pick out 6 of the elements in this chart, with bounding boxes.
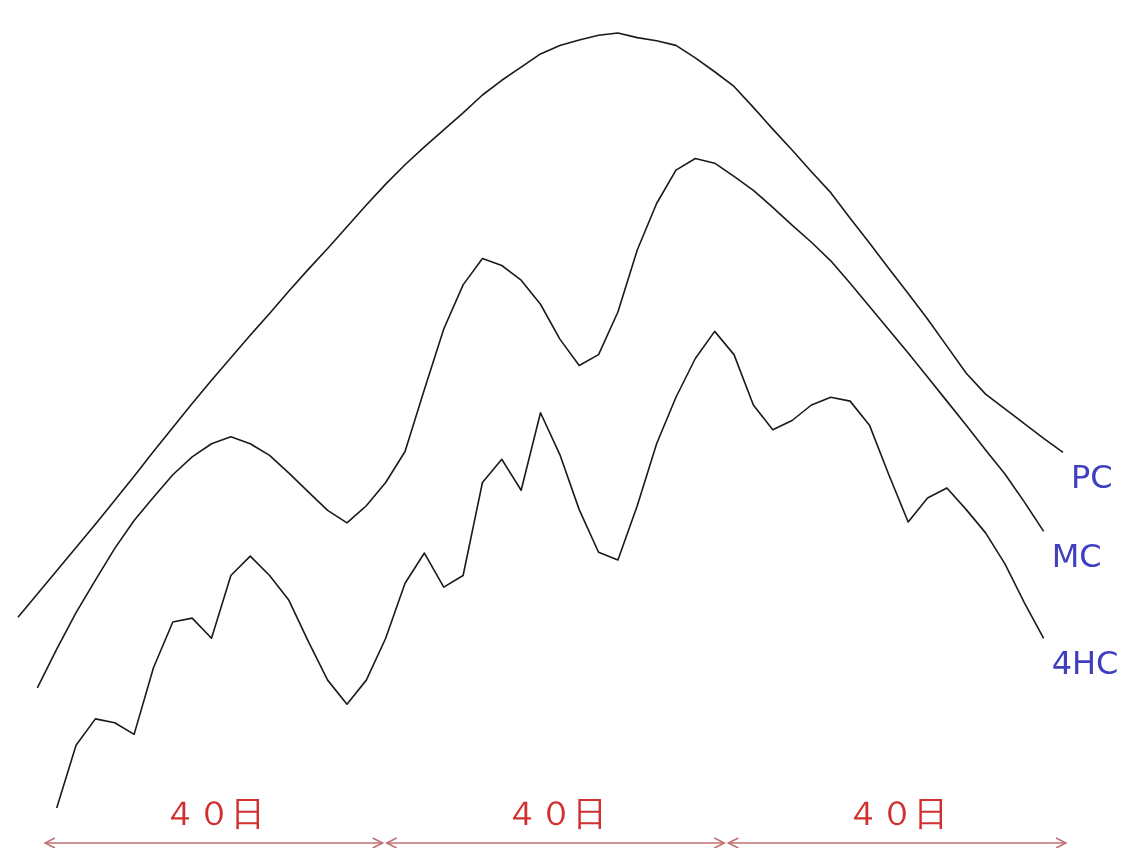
annotation: ４０日 (162, 793, 265, 833)
series-label: PC (1071, 458, 1113, 497)
annotation: ４０日 (846, 793, 949, 833)
series-label: 4HC (1051, 644, 1119, 683)
series-label: MC (1051, 537, 1102, 576)
annotation: ４０日 (504, 793, 607, 833)
